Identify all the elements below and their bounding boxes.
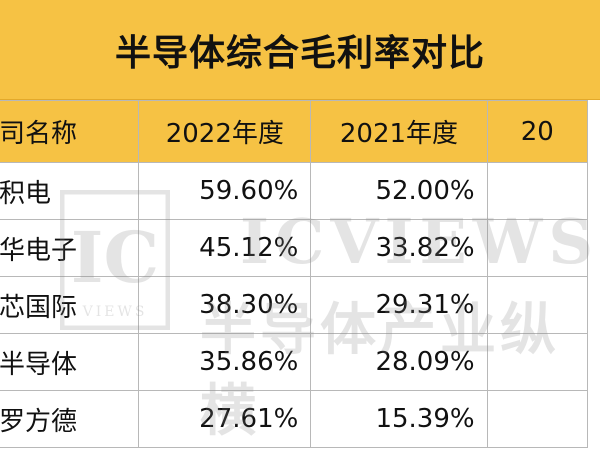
table-row: 华电子 45.12% 33.82% xyxy=(0,219,589,277)
company-name-cell: 芯国际 xyxy=(0,276,140,334)
margin-2022-cell: 59.60% xyxy=(138,162,312,220)
company-name-cell: 华电子 xyxy=(0,219,140,277)
header-2021: 2021年度 xyxy=(310,100,488,163)
title-bar: 半导体综合毛利率对比 xyxy=(0,0,600,100)
margin-2022-cell: 38.30% xyxy=(138,276,312,334)
margin-comparison-table: 司名称 2022年度 2021年度 20 积电 59.60% 52.00% 华电… xyxy=(0,100,589,448)
margin-2021-cell: 28.09% xyxy=(310,333,488,391)
margin-2021-cell: 15.39% xyxy=(310,390,488,448)
table-row: 芯国际 38.30% 29.31% xyxy=(0,276,589,334)
margin-2022-cell: 35.86% xyxy=(138,333,312,391)
margin-2022-cell: 45.12% xyxy=(138,219,312,277)
table-row: 半导体 35.86% 28.09% xyxy=(0,333,589,391)
company-name-cell: 积电 xyxy=(0,162,140,220)
header-company-name: 司名称 xyxy=(0,100,140,163)
margin-2021-cell: 52.00% xyxy=(310,162,488,220)
table-title: 半导体综合毛利率对比 xyxy=(114,32,485,74)
margin-2021-cell: 33.82% xyxy=(310,219,488,277)
header-row: 司名称 2022年度 2021年度 20 xyxy=(0,100,589,163)
margin-2020-cell xyxy=(486,219,589,277)
margin-2020-cell xyxy=(486,333,589,391)
margin-2020-cell xyxy=(486,162,589,220)
margin-2020-cell xyxy=(486,276,589,334)
margin-2022-cell: 27.61% xyxy=(138,390,312,448)
company-name-cell: 罗方德 xyxy=(0,390,140,448)
company-name-cell: 半导体 xyxy=(0,333,140,391)
table-row: 罗方德 27.61% 15.39% xyxy=(0,390,589,448)
margin-2021-cell: 29.31% xyxy=(310,276,488,334)
header-2020: 20 xyxy=(486,100,589,163)
margin-2020-cell xyxy=(486,390,589,448)
header-2022: 2022年度 xyxy=(138,100,312,163)
table-row: 积电 59.60% 52.00% xyxy=(0,162,589,220)
